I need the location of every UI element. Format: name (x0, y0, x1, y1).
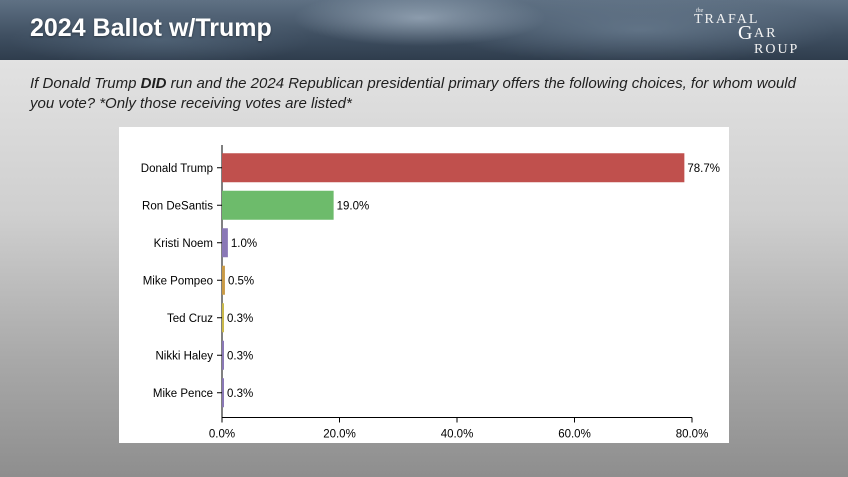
question-before: If Donald Trump (30, 75, 141, 92)
category-label: Ted Cruz (167, 313, 213, 325)
category-label: Nikki Haley (155, 350, 213, 362)
bar (222, 340, 224, 370)
x-tick-label: 60.0% (558, 429, 591, 441)
data-label: 0.3% (227, 313, 253, 325)
data-label: 1.0% (231, 238, 257, 250)
logo-mark: G (738, 22, 753, 44)
bar (222, 190, 334, 220)
bar (222, 153, 685, 183)
survey-question: If Donald Trump DID run and the 2024 Rep… (30, 74, 820, 114)
category-label: Kristi Noem (154, 238, 213, 250)
logo-the: the (696, 8, 704, 14)
data-label: 0.5% (228, 275, 254, 287)
category-label: Donald Trump (141, 163, 213, 175)
bar (222, 228, 228, 258)
logo-bottom: AR ROUP (754, 26, 800, 57)
x-tick-label: 40.0% (441, 429, 474, 441)
data-label: 0.3% (227, 388, 253, 400)
data-label: 78.7% (687, 163, 720, 175)
bar-chart: Donald Trump 78.7% Ron DeSantis 19.0% Kristi… (141, 145, 720, 441)
category-label: Mike Pence (153, 388, 213, 400)
data-label: 0.3% (227, 350, 253, 362)
trafalgar-group-logo: the TRAFAL G AR ROUP (694, 8, 824, 57)
x-tick-label: 20.0% (323, 429, 356, 441)
question-emphasis: DID (140, 75, 167, 92)
category-label: Ron DeSantis (142, 200, 213, 212)
x-tick-label: 0.0% (209, 429, 235, 441)
logo-top: TRAFAL (694, 12, 760, 27)
category-label: Mike Pompeo (143, 275, 213, 287)
header-banner: 2024 Ballot w/Trump the TRAFAL G AR ROUP (0, 0, 848, 60)
page-title: 2024 Ballot w/Trump (30, 14, 272, 42)
x-tick-label: 80.0% (676, 429, 709, 441)
bar (222, 378, 224, 408)
question-after: run and the 2024 Republican presidential… (30, 75, 796, 112)
bar (222, 265, 225, 295)
bar (222, 303, 224, 333)
data-label: 19.0% (337, 200, 370, 212)
chart-panel: Donald Trump 78.7% Ron DeSantis 19.0% Kristi… (119, 127, 729, 443)
